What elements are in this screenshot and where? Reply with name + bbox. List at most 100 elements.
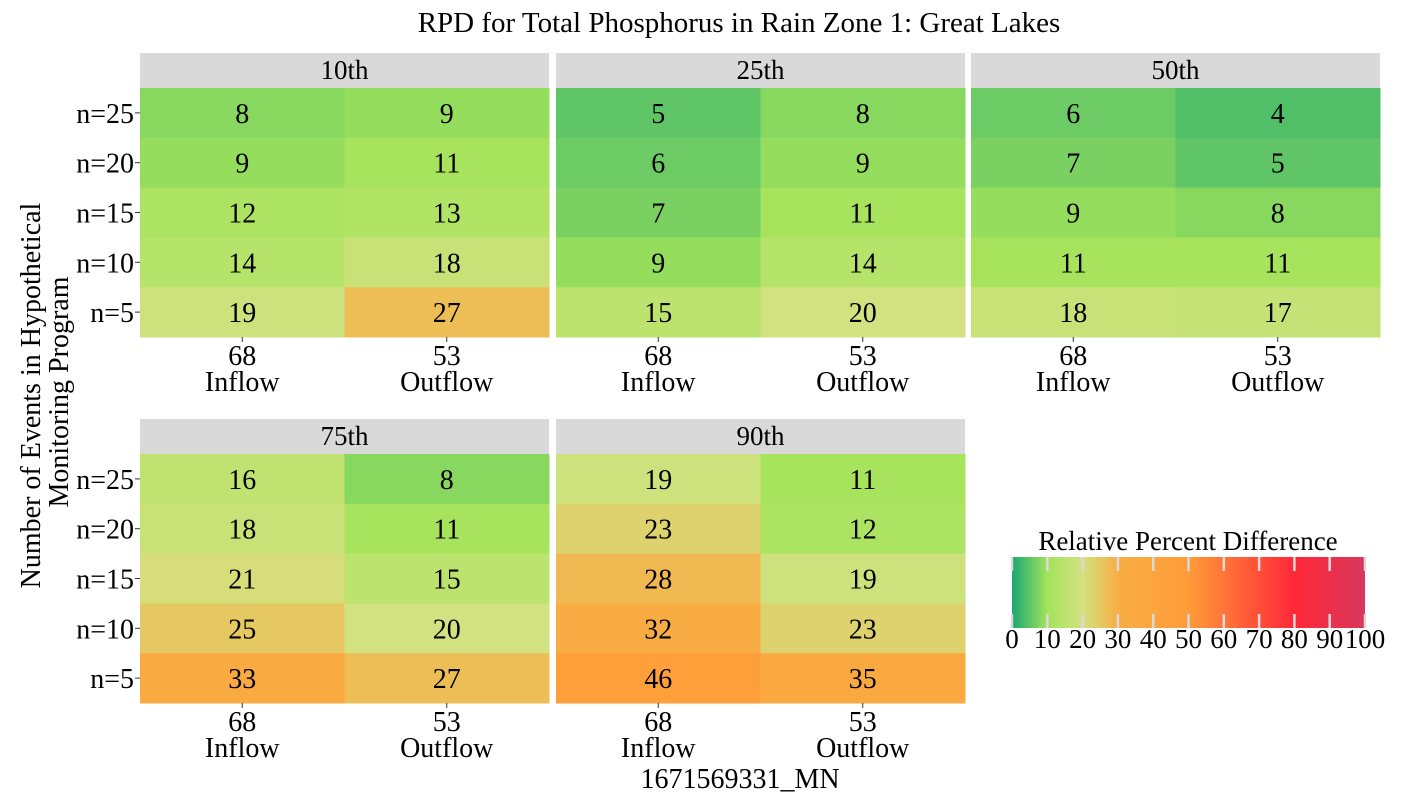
heatmap-cell	[344, 137, 550, 189]
cell-value-label: 25	[228, 614, 256, 645]
legend-tick-label: 0	[1005, 624, 1019, 654]
cell-value-label: 19	[644, 465, 672, 496]
cell-value-label: 9	[440, 99, 454, 130]
cell-value-label: 16	[228, 465, 256, 496]
y-tick-label: n=20	[76, 515, 134, 546]
heatmap-cell	[760, 287, 966, 338]
heatmap-cell	[140, 88, 345, 139]
cell-value-label: 46	[644, 664, 672, 695]
x-tick-count: 53	[849, 341, 877, 372]
heatmap-cell	[556, 287, 761, 338]
x-tick-count: 68	[228, 707, 256, 738]
y-tick-label: n=25	[76, 465, 134, 496]
y-axis-title-line-1: Number of Events in Hypothetical	[16, 202, 47, 588]
legend-tick-label: 20	[1069, 624, 1096, 654]
heatmap-cell	[556, 187, 761, 238]
y-tick-label: n=5	[90, 298, 134, 329]
facet-strip	[556, 419, 965, 454]
cell-value-label: 20	[849, 298, 877, 329]
heatmap-cell	[760, 137, 966, 189]
heatmap-cell	[1175, 137, 1381, 189]
heatmap-cell	[140, 603, 345, 654]
heatmap-cell	[971, 137, 1176, 189]
x-tick-count: 53	[433, 707, 461, 738]
cell-value-label: 12	[228, 199, 256, 230]
heatmap-cell	[556, 88, 761, 139]
y-tick-label: n=10	[76, 614, 134, 645]
cell-value-label: 14	[849, 248, 877, 279]
heatmap-cell	[344, 553, 550, 604]
x-tick-count: 68	[1059, 341, 1087, 372]
cell-value-label: 13	[433, 199, 461, 230]
x-tick-label: Outflow	[1231, 367, 1325, 398]
facet-strip	[140, 53, 549, 88]
heatmap-cell	[140, 454, 345, 505]
cell-value-label: 15	[433, 565, 461, 596]
heatmap-cell	[344, 503, 550, 555]
y-tick-label: n=20	[76, 149, 134, 180]
y-axis-title: Number of Events in Hypothetical Monitor…	[16, 196, 75, 589]
heatmap-cell	[344, 237, 550, 288]
heatmap-cell	[760, 503, 966, 555]
facet-label: 90th	[736, 421, 785, 451]
heatmap-cell	[971, 88, 1176, 139]
cell-value-label: 9	[1066, 199, 1080, 230]
facet-label: 25th	[736, 55, 785, 85]
cell-value-label: 27	[433, 664, 461, 695]
heatmap-cell	[760, 553, 966, 604]
cell-value-label: 4	[1271, 99, 1285, 130]
legend-tick-label: 90	[1316, 624, 1343, 654]
cell-value-label: 7	[1066, 149, 1080, 180]
heatmap-cell	[556, 503, 761, 555]
heatmap-cell	[760, 653, 966, 704]
cell-value-label: 18	[228, 515, 256, 546]
x-tick-label: Inflow	[205, 733, 280, 764]
legend-tick-label: 100	[1345, 624, 1386, 654]
cell-value-label: 5	[1271, 149, 1285, 180]
heatmap-cell	[344, 287, 550, 338]
heatmap-cell	[760, 454, 966, 505]
facet-strip	[556, 53, 965, 88]
x-tick-label: Inflow	[621, 367, 696, 398]
heatmap-cell	[344, 653, 550, 704]
x-tick-label: Inflow	[621, 733, 696, 764]
heatmap-cell	[1175, 287, 1381, 338]
y-tick-label: n=5	[90, 664, 134, 695]
heatmap-cell	[971, 237, 1176, 288]
legend-tick-label: 40	[1140, 624, 1167, 654]
x-tick-label: Outflow	[400, 367, 494, 398]
cell-value-label: 35	[849, 664, 877, 695]
legend-tick-label: 10	[1034, 624, 1061, 654]
cell-value-label: 9	[651, 248, 665, 279]
heatmap-cell	[760, 603, 966, 654]
cell-value-label: 27	[433, 298, 461, 329]
legend-tick-label: 60	[1210, 624, 1237, 654]
heatmap-cell	[556, 553, 761, 604]
color-legend: Relative Percent Difference 0 10 20 30 40 50 6…	[1005, 526, 1385, 654]
heatmap-cell	[140, 137, 345, 189]
x-tick-count: 53	[1264, 341, 1292, 372]
cell-value-label: 8	[1271, 199, 1285, 230]
heatmap-cell	[344, 88, 550, 139]
facet-label: 50th	[1151, 55, 1200, 85]
heatmap-cell	[556, 454, 761, 505]
heatmap-cell	[556, 653, 761, 704]
x-tick-count: 68	[644, 707, 672, 738]
heatmap-cell	[556, 603, 761, 654]
y-tick-label: n=10	[76, 248, 134, 279]
cell-value-label: 11	[849, 465, 876, 496]
y-tick-label: n=15	[76, 565, 134, 596]
cell-value-label: 6	[651, 149, 665, 180]
cell-value-label: 20	[433, 614, 461, 645]
heatmap-cell	[1175, 88, 1381, 139]
heatmap-cell	[344, 454, 550, 505]
heatmap-cell	[760, 187, 966, 238]
x-tick-count: 68	[228, 341, 256, 372]
cell-value-label: 32	[644, 614, 672, 645]
heatmap-cell	[556, 237, 761, 288]
